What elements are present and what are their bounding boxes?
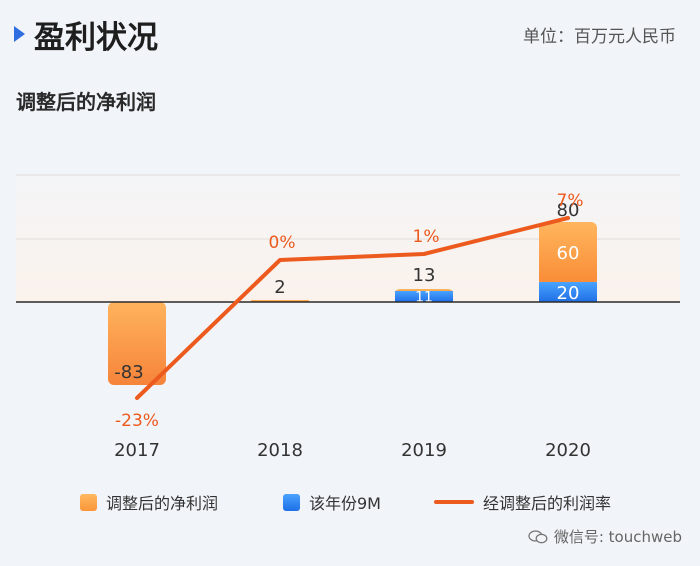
bar-label-9m-2019: 11	[415, 290, 433, 306]
bar-label-9m-2020: 20	[557, 283, 580, 304]
bar-label-net-profit-2019: 13	[413, 265, 436, 286]
bar-label-net-profit-2018: 2	[274, 277, 285, 298]
legend-item-net-profit: 调整后的净利润	[80, 490, 218, 514]
x-tick-label-2020: 2020	[545, 440, 591, 461]
x-tick-label-2019: 2019	[401, 440, 447, 461]
bar-label-net-profit-2017: -83	[114, 362, 143, 383]
chart-title: 调整后的净利润	[16, 90, 156, 114]
watermark-text: 微信号: touchweb	[553, 528, 682, 546]
margin-label-2018: 0%	[269, 233, 296, 253]
unit-label: 单位：百万元人民币	[523, 27, 676, 47]
legend-label-9m: 该年份9M	[309, 494, 381, 513]
legend-item-margin: 经调整后的利润率	[434, 490, 611, 514]
x-tick-label-2018: 2018	[257, 440, 303, 461]
wechat-icon	[528, 529, 548, 543]
bar-net-profit-2018	[251, 300, 309, 302]
legend-swatch-blue-icon	[283, 493, 300, 511]
margin-label-2017: -23%	[115, 411, 159, 431]
bar-total-label-2020: 80	[557, 200, 580, 221]
margin-label-2019: 1%	[413, 227, 440, 247]
bar-9m-2020	[539, 282, 597, 302]
margin-line	[135, 216, 570, 400]
x-tick-label-2017: 2017	[114, 440, 160, 461]
page-title: 盈利状况	[34, 20, 158, 56]
legend-label-margin: 经调整后的利润率	[483, 494, 612, 513]
legend-line-icon	[434, 500, 474, 504]
bar-9m-2019	[395, 291, 453, 302]
legend-item-9m: 该年份9M	[283, 490, 381, 514]
margin-label-2020: 7%	[557, 191, 584, 211]
bar-label-net-profit-2020: 60	[557, 243, 580, 264]
header-marker-icon	[14, 26, 25, 42]
legend-label-net-profit: 调整后的净利润	[106, 494, 219, 513]
bar-net-profit-2017	[108, 302, 166, 385]
watermark: 微信号: touchweb	[528, 526, 682, 547]
bar-net-profit-2020	[539, 222, 597, 286]
legend-swatch-orange-icon	[80, 493, 97, 511]
